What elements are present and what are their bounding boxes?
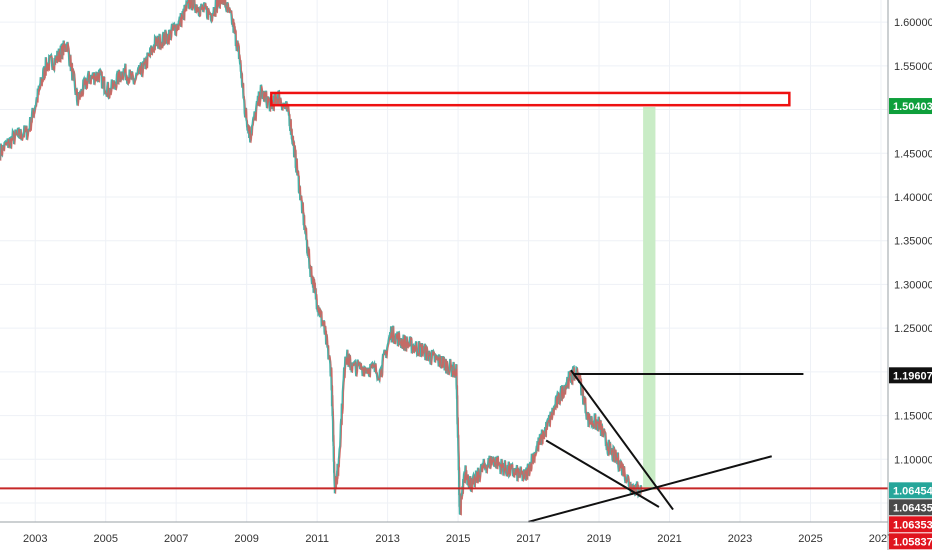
- y-tick-label: 1.25000: [894, 323, 932, 335]
- resistance-zone-rect: [270, 91, 791, 107]
- price-label-bg: [889, 98, 932, 115]
- trendline-4: [570, 369, 674, 511]
- y-tick-label: 1.55000: [894, 61, 932, 73]
- x-tick-label: 2019: [587, 533, 611, 545]
- trendline-5: [545, 439, 660, 508]
- price-label-bg: [889, 482, 932, 499]
- x-tick-label: 2017: [516, 533, 540, 545]
- y-tick-label: 1.15000: [894, 411, 932, 423]
- price-label: 1.06454: [893, 485, 932, 497]
- price-label: 1.06435: [893, 502, 932, 514]
- price-label-bg: [889, 367, 932, 384]
- x-tick-label: 2011: [305, 533, 329, 545]
- y-tick-label: 1.40000: [894, 192, 932, 204]
- x-tick-label: 2003: [23, 533, 47, 545]
- annotations-back: [643, 106, 656, 490]
- x-tick-label: 2015: [446, 533, 470, 545]
- x-tick-label: 2009: [234, 533, 258, 545]
- price-label: 1.50403: [893, 101, 932, 113]
- price-line-down: [0, 0, 643, 516]
- price-label-bg: [889, 533, 932, 550]
- x-tick-label: 2021: [657, 533, 681, 545]
- annotations-front: [0, 91, 888, 523]
- y-tick-label: 1.35000: [894, 236, 932, 248]
- price-label-bg: [889, 516, 932, 533]
- target-range-bar: [643, 106, 656, 490]
- x-tick-label: 2013: [375, 533, 399, 545]
- x-tick-label: 2007: [164, 533, 188, 545]
- price-series: [0, 0, 643, 516]
- y-tick-label: 1.45000: [894, 148, 932, 160]
- grid: [0, 0, 888, 522]
- price-labels: 1.50403 1.19607 1.06454 1.06435 1.06353 1.058…: [889, 98, 932, 550]
- x-tick-label: 2005: [93, 533, 117, 545]
- x-tick-label: 2023: [728, 533, 752, 545]
- y-tick-label: 1.60000: [894, 17, 932, 29]
- price-label: 1.06353: [893, 519, 932, 531]
- y-tick-label: 1.10000: [894, 454, 932, 466]
- x-tick-label: 2027: [869, 533, 893, 545]
- price-label: 1.05837: [893, 536, 932, 548]
- y-tick-label: 1.30000: [894, 279, 932, 291]
- price-label: 1.19607: [893, 370, 932, 382]
- price-label-bg: [889, 499, 932, 516]
- x-tick-label: 2025: [798, 533, 822, 545]
- trendline-6: [528, 455, 772, 523]
